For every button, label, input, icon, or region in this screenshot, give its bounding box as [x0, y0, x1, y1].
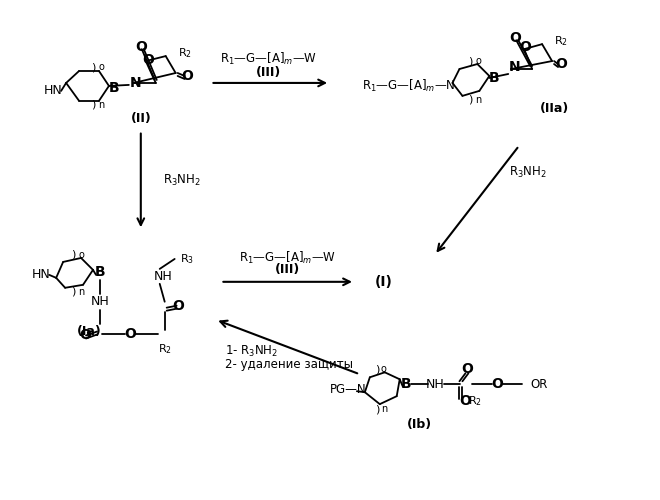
Text: o: o [78, 250, 84, 260]
Text: R$_2$: R$_2$ [469, 394, 482, 408]
Text: R$_2$: R$_2$ [554, 34, 568, 48]
Text: O: O [519, 40, 531, 54]
Text: O: O [124, 326, 136, 340]
Text: O: O [555, 57, 567, 71]
Text: R$_1$—G—[A]$_m$—N: R$_1$—G—[A]$_m$—N [362, 78, 455, 94]
Text: ): ) [91, 62, 95, 72]
Text: n: n [98, 100, 104, 110]
Text: O: O [459, 394, 471, 408]
Text: ): ) [375, 364, 379, 374]
Text: (III): (III) [255, 66, 281, 80]
Text: (I): (I) [375, 275, 393, 289]
Text: OR: OR [530, 378, 548, 391]
Text: ): ) [71, 250, 75, 260]
Text: ): ) [71, 287, 75, 297]
Text: ): ) [468, 56, 473, 66]
Text: o: o [475, 56, 481, 66]
Text: O: O [142, 53, 154, 67]
Text: (III): (III) [275, 264, 300, 276]
Text: PG—N: PG—N [330, 382, 366, 396]
Text: R$_3$NH$_2$: R$_3$NH$_2$ [510, 165, 547, 180]
Text: HN: HN [44, 84, 63, 98]
Text: n: n [475, 95, 482, 105]
Text: O: O [173, 298, 185, 312]
Text: 2- удаление защиты: 2- удаление защиты [226, 358, 354, 371]
Text: o: o [381, 364, 387, 374]
Text: NH: NH [426, 378, 445, 391]
Text: ): ) [375, 404, 379, 414]
Text: NH: NH [153, 270, 172, 283]
Text: R$_1$—G—[A]$_m$—W: R$_1$—G—[A]$_m$—W [239, 250, 336, 266]
Text: O: O [491, 377, 503, 391]
Text: ): ) [91, 100, 95, 110]
Text: o: o [98, 62, 104, 72]
Text: N: N [508, 60, 520, 74]
Text: (Ia): (Ia) [77, 325, 102, 338]
Text: N: N [130, 76, 142, 90]
Text: O: O [510, 31, 521, 45]
Text: (II): (II) [131, 112, 151, 125]
Text: R$_2$: R$_2$ [158, 342, 172, 356]
Text: NH: NH [90, 295, 110, 308]
Text: (Ib): (Ib) [407, 418, 432, 430]
Text: O: O [79, 328, 91, 342]
Text: B: B [109, 81, 119, 95]
Text: R$_2$: R$_2$ [178, 46, 191, 60]
Text: HN: HN [32, 268, 51, 281]
Text: O: O [461, 362, 473, 376]
Text: n: n [78, 287, 84, 297]
Text: B: B [401, 377, 411, 391]
Text: B: B [94, 265, 106, 279]
Text: ): ) [468, 95, 473, 105]
Text: R$_1$—G—[A]$_m$—W: R$_1$—G—[A]$_m$—W [220, 51, 317, 67]
Text: n: n [381, 404, 387, 414]
Text: 1- R$_3$NH$_2$: 1- R$_3$NH$_2$ [226, 344, 279, 359]
Text: R$_3$NH$_2$: R$_3$NH$_2$ [163, 173, 201, 188]
Text: O: O [182, 69, 193, 83]
Text: (IIa): (IIa) [539, 102, 569, 116]
Text: O: O [135, 40, 147, 54]
Text: B: B [489, 71, 500, 85]
Text: R$_3$: R$_3$ [180, 252, 193, 266]
